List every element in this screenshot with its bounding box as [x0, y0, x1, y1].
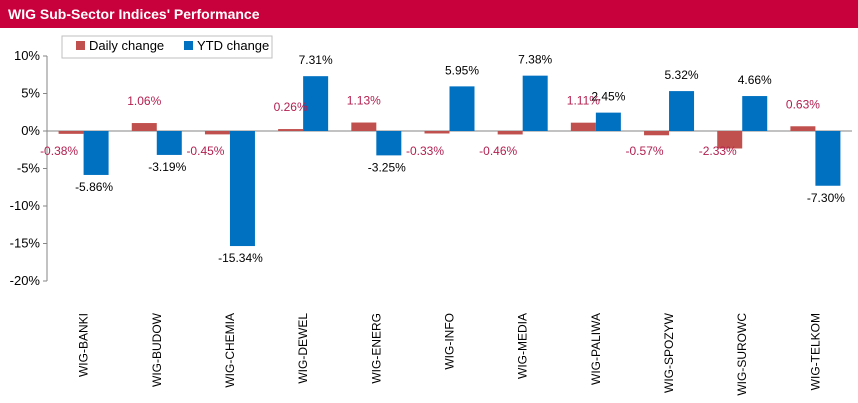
- legend-box: [61, 35, 273, 59]
- y-tick-label: -15%: [10, 236, 41, 251]
- bar-daily: [424, 131, 450, 134]
- bar-daily: [644, 131, 670, 136]
- bar-ytd: [522, 75, 548, 131]
- data-label-ytd: 5.95%: [445, 63, 479, 77]
- data-label-daily: 1.13%: [347, 94, 381, 108]
- bar-ytd: [303, 76, 329, 131]
- data-label-ytd: 5.32%: [665, 68, 699, 82]
- bar-daily: [278, 129, 304, 131]
- category-label: WIG-BANKI: [77, 313, 91, 377]
- data-label-daily: -0.45%: [186, 144, 224, 158]
- chart-title: WIG Sub-Sector Indices' Performance: [8, 6, 260, 22]
- legend-swatch-ytd: [184, 41, 193, 50]
- data-label-daily: -0.38%: [40, 144, 78, 158]
- data-label-ytd: -15.34%: [218, 251, 263, 265]
- bar-ytd: [595, 112, 621, 131]
- data-label-daily: -2.33%: [699, 144, 737, 158]
- category-label: WIG-SPOZYW: [662, 312, 676, 393]
- data-label-ytd: 7.31%: [299, 53, 333, 67]
- data-label-daily: 0.63%: [786, 97, 820, 111]
- data-label-daily: 0.26%: [274, 100, 308, 114]
- category-label: WIG-INFO: [443, 313, 457, 370]
- data-label-ytd: 2.45%: [591, 90, 625, 104]
- bar-daily: [570, 122, 596, 131]
- legend-swatch-daily: [76, 41, 85, 50]
- y-tick-label: -20%: [10, 273, 41, 288]
- bar-daily: [790, 126, 816, 131]
- y-tick-label: -10%: [10, 198, 41, 213]
- bar-ytd: [449, 86, 475, 131]
- bar-ytd: [815, 131, 841, 186]
- legend-label-ytd: YTD change: [197, 38, 269, 53]
- category-label: WIG-DEWEL: [296, 313, 310, 384]
- bar-daily: [351, 122, 377, 131]
- category-label: WIG-PALIWA: [589, 313, 603, 385]
- bar-daily: [717, 131, 743, 149]
- y-tick-label: 10%: [14, 48, 40, 63]
- legend-label-daily: Daily change: [89, 38, 164, 53]
- data-label-daily: 1.11%: [567, 94, 600, 108]
- bar-daily: [58, 131, 84, 134]
- data-label-ytd: -7.30%: [807, 191, 845, 205]
- bar-ytd: [742, 96, 768, 131]
- bar-daily: [131, 123, 157, 131]
- data-label-ytd: 4.66%: [738, 73, 772, 87]
- bar-ytd: [669, 91, 695, 131]
- y-tick-label: -5%: [17, 161, 41, 176]
- y-tick-label: 5%: [21, 86, 40, 101]
- category-label: WIG-MEDIA: [516, 313, 530, 379]
- category-label: WIG-CHEMIA: [223, 313, 237, 388]
- data-label-daily: -0.33%: [406, 144, 444, 158]
- legend: Daily change YTD change: [61, 35, 273, 59]
- bar-ytd: [156, 131, 182, 155]
- data-label-ytd: -5.86%: [75, 180, 113, 194]
- chart-header: WIG Sub-Sector Indices' Performance: [0, 0, 858, 28]
- bar-ytd: [376, 131, 402, 156]
- bar-ytd: [229, 131, 255, 247]
- y-tick-label: 0%: [21, 123, 40, 138]
- data-label-ytd: 7.38%: [518, 53, 552, 67]
- category-label: WIG-SUROWC: [735, 313, 749, 396]
- data-label-ytd: -3.19%: [148, 160, 186, 174]
- category-label: WIG-TELKOM: [808, 313, 822, 390]
- bar-daily: [204, 131, 230, 135]
- data-label-daily: -0.57%: [626, 144, 664, 158]
- data-label-ytd: -3.25%: [368, 160, 406, 174]
- bar-ytd: [83, 131, 109, 175]
- category-label: WIG-ENERG: [369, 313, 383, 384]
- bar-daily: [497, 131, 523, 135]
- category-label: WIG-BUDOW: [150, 312, 164, 387]
- data-label-daily: 1.06%: [127, 94, 161, 108]
- data-label-daily: -0.46%: [479, 144, 517, 158]
